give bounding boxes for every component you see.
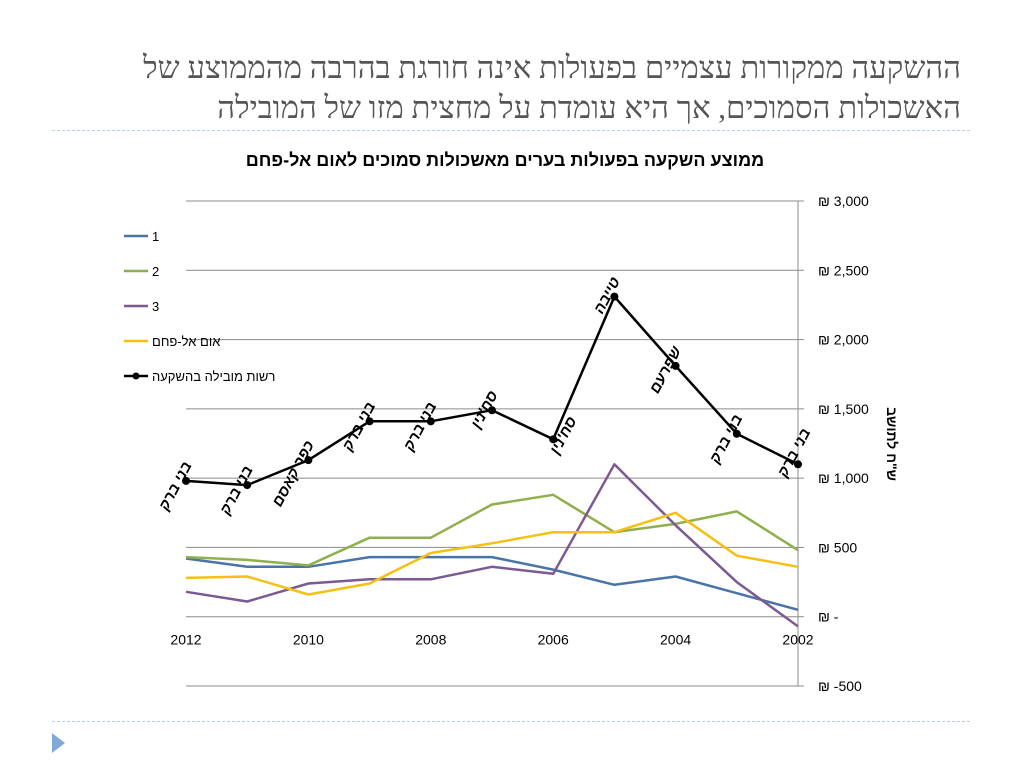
y-axis-label: ש"ח לתושב	[884, 407, 900, 481]
data-point-marker	[182, 476, 190, 485]
point-label: בני ברק	[400, 399, 440, 455]
data-point-marker	[365, 417, 374, 426]
data-point-marker	[426, 417, 435, 426]
title-separator	[52, 130, 970, 131]
point-label: בני ברק	[339, 399, 379, 455]
x-tick-label: 2006	[538, 632, 569, 648]
x-tick-label: 2004	[660, 632, 691, 648]
y-tick-label: ₪ 3,000	[818, 193, 869, 209]
point-label: בני ברק	[155, 459, 195, 515]
x-tick-label: 2012	[170, 632, 201, 648]
data-point-marker	[794, 460, 802, 469]
x-tick-label: 2002	[782, 632, 813, 648]
slide-title: ההשקעה ממקורות עצמיים בפעולות אינה חורגת…	[60, 48, 961, 128]
chart-title: ממוצע השקעה בפעולות בערים מאשכולות סמוכי…	[246, 150, 764, 170]
point-label: טייבה	[591, 275, 624, 317]
legend-marker	[132, 372, 140, 380]
bullet-arrow-icon	[52, 733, 65, 753]
y-tick-label: ₪ 1,000	[818, 470, 869, 486]
y-tick-label: ₪ 500	[818, 539, 857, 555]
y-axis-tick-labels: ₪ -500 ₪ - ₪ 500 ₪ 1,000 ₪ 1,500 ₪ 2,000 ₪ 2,5…	[818, 193, 869, 694]
point-label: בני ברק	[774, 426, 814, 482]
series-line	[185, 555, 799, 612]
footer-separator	[52, 721, 970, 722]
y-tick-label: ₪ 1,500	[818, 401, 869, 417]
x-axis-tick-labels: 2012 2010 2008 2006 2004 2002	[170, 632, 813, 648]
data-point-marker	[610, 292, 619, 301]
data-point-marker	[304, 456, 313, 465]
point-label: בני ברק	[706, 412, 746, 468]
y-tick-label: ₪ -	[818, 609, 839, 625]
series-line	[185, 493, 799, 567]
point-label: בני ברק	[216, 463, 256, 519]
data-point-marker	[549, 435, 558, 444]
legend-label: 1	[152, 229, 159, 244]
legend-label: רשות מובילה בהשקעה	[152, 369, 275, 384]
series-line	[185, 295, 799, 487]
x-tick-label: 2010	[293, 632, 324, 648]
chart-gridlines	[186, 200, 804, 687]
data-point-marker	[671, 361, 680, 370]
point-label: סח'נין	[467, 388, 501, 433]
y-tick-label: ₪ 2,500	[818, 262, 869, 278]
chart-series	[182, 292, 802, 628]
y-tick-label: ₪ 2,000	[818, 332, 869, 348]
slide-title-line-1: ההשקעה ממקורות עצמיים בפעולות אינה חורגת…	[143, 50, 961, 85]
y-tick-label: ₪ -500	[818, 678, 862, 694]
legend-label: 3	[152, 299, 159, 314]
slide-title-line-2: האשכולות הסמוכים, אך היא עומדת על מחצית …	[217, 90, 961, 125]
legend-label: אום אל-פחם	[152, 334, 220, 349]
legend-label: 2	[152, 264, 159, 279]
x-tick-label: 2008	[415, 632, 446, 648]
chart-legend: 1 2 3 אום אל-פחם רשות מובילה בהשקעה	[124, 229, 275, 384]
data-point-marker	[732, 429, 741, 438]
series-line	[185, 511, 799, 596]
data-point-marker	[243, 481, 252, 490]
data-point-marker	[488, 406, 496, 415]
